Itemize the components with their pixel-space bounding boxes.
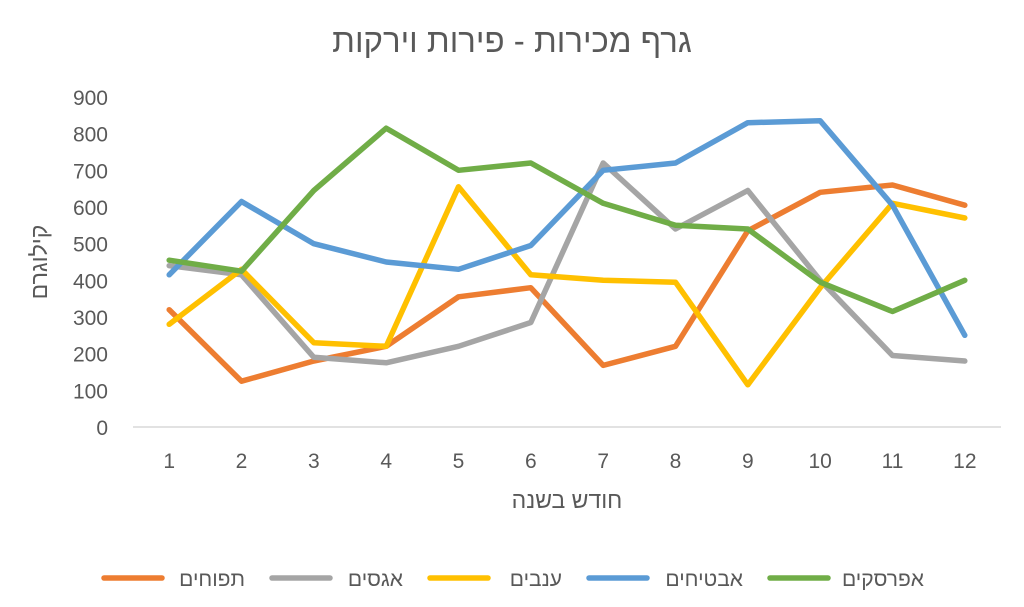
y-axis-label: קילוגרם bbox=[26, 225, 52, 300]
series-line-5 bbox=[166, 125, 968, 315]
y-tick-label: 800 bbox=[73, 124, 108, 147]
x-tick-label: 7 bbox=[597, 450, 609, 473]
legend-label: אפרסקים bbox=[842, 568, 924, 591]
x-axis-ticks: 1 2 3 4 5 6 7 8 9 10 11 12 bbox=[163, 450, 976, 473]
x-tick-label: 8 bbox=[670, 450, 682, 473]
x-axis-label: חודש בשנה bbox=[512, 487, 623, 513]
series-line-2 bbox=[166, 160, 968, 366]
series-line-3 bbox=[166, 184, 968, 388]
y-tick-label: 900 bbox=[73, 87, 108, 110]
x-tick-label: 4 bbox=[380, 450, 392, 473]
y-tick-label: 400 bbox=[73, 270, 108, 293]
x-tick-label: 11 bbox=[882, 450, 904, 473]
x-tick-label: 1 bbox=[163, 450, 175, 473]
x-tick-label: 3 bbox=[308, 450, 320, 473]
x-tick-label: 9 bbox=[742, 450, 754, 473]
y-tick-label: 300 bbox=[73, 307, 108, 330]
legend: תפוחים אגסים ענבים אבטיחים אפרסקים bbox=[101, 568, 924, 591]
x-tick-label: 6 bbox=[525, 450, 537, 473]
legend-item: ענבים bbox=[427, 568, 562, 591]
y-axis-ticks: 0 100 200 300 400 500 600 700 800 900 bbox=[73, 87, 108, 440]
y-tick-label: 700 bbox=[73, 160, 108, 183]
x-tick-label: 5 bbox=[453, 450, 465, 473]
y-tick-label: 500 bbox=[73, 234, 108, 257]
legend-item: אגסים bbox=[269, 568, 403, 591]
y-tick-label: 100 bbox=[73, 380, 108, 403]
series-line-1 bbox=[166, 182, 968, 384]
legend-label: אגסים bbox=[348, 568, 403, 591]
x-tick-label: 10 bbox=[808, 450, 831, 473]
legend-item: אפרסקים bbox=[767, 568, 924, 591]
legend-label: אבטיחים bbox=[665, 568, 743, 591]
legend-item: תפוחים bbox=[101, 568, 245, 591]
legend-item: אבטיחים bbox=[586, 568, 743, 591]
x-tick-label: 12 bbox=[953, 450, 976, 473]
y-tick-label: 200 bbox=[73, 344, 108, 367]
chart-title: גרף מכירות - פירות וירקות bbox=[332, 22, 692, 59]
legend-label: ענבים bbox=[510, 568, 562, 591]
x-tick-label: 2 bbox=[236, 450, 248, 473]
y-tick-label: 600 bbox=[73, 197, 108, 220]
legend-label: תפוחים bbox=[179, 568, 245, 591]
series-lines bbox=[166, 118, 968, 388]
series-line-4 bbox=[166, 118, 968, 339]
y-tick-label: 0 bbox=[96, 417, 108, 440]
